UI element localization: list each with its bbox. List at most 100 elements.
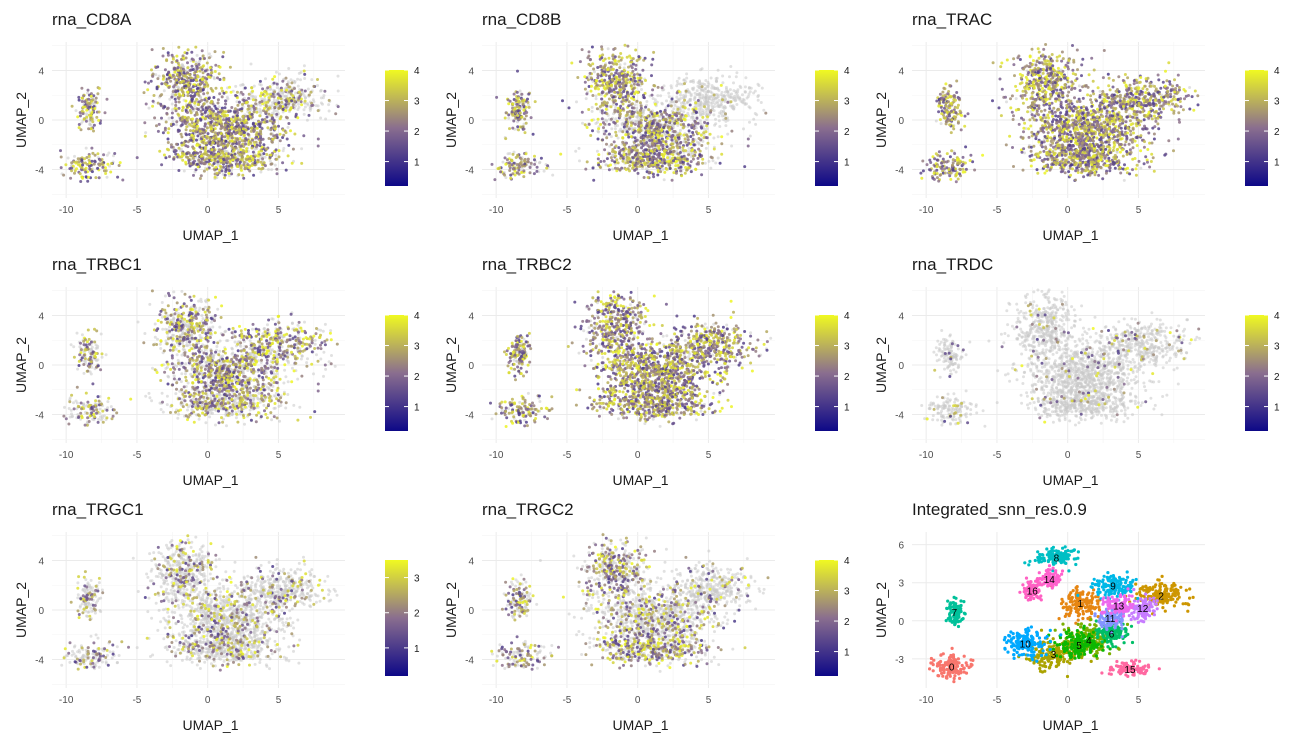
cell-point	[191, 95, 194, 98]
cell-point	[272, 118, 276, 122]
cell-point	[698, 105, 702, 109]
cell-point	[243, 120, 247, 124]
cell-point	[646, 158, 649, 162]
cell-point	[710, 84, 714, 88]
cell-point	[615, 119, 619, 123]
cell-point	[168, 155, 171, 159]
cell-point	[617, 152, 621, 156]
cell-point	[618, 114, 622, 118]
cell-point	[943, 106, 946, 110]
cell-point	[699, 68, 703, 72]
cell-point	[696, 99, 700, 102]
cell-point	[227, 132, 230, 136]
cell-point	[189, 104, 193, 108]
cell-point	[630, 102, 634, 106]
cell-point	[97, 176, 101, 180]
cell-point	[102, 153, 106, 157]
cell-point	[265, 92, 269, 96]
panel-title: rna_TRAC	[912, 10, 992, 30]
cell-point	[629, 135, 633, 139]
cell-point	[668, 114, 671, 117]
cell-point	[83, 100, 87, 104]
cell-point	[173, 70, 177, 74]
cell-point	[647, 170, 651, 174]
cell-point	[169, 79, 173, 83]
cell-point	[625, 98, 628, 102]
cell-point	[78, 172, 82, 176]
cell-point	[610, 153, 614, 157]
cell-point	[198, 69, 202, 73]
cell-point	[277, 149, 281, 153]
cell-point	[625, 81, 629, 85]
cell-point	[143, 121, 147, 125]
cell-point	[240, 121, 244, 125]
cell-point	[184, 84, 188, 88]
cell-point	[516, 109, 520, 113]
cell-point	[180, 135, 184, 139]
cell-point	[519, 157, 523, 161]
cell-point	[626, 161, 630, 164]
cell-point	[96, 166, 100, 170]
cell-point	[685, 133, 689, 137]
cell-point	[672, 159, 675, 163]
cell-point	[522, 108, 526, 112]
cell-point	[241, 114, 245, 118]
cell-point	[636, 91, 640, 95]
cell-point	[517, 106, 521, 110]
cell-point	[596, 76, 600, 80]
cell-point	[692, 143, 696, 147]
cell-point	[159, 102, 163, 106]
cell-point	[595, 120, 599, 124]
cell-point	[651, 119, 655, 123]
cell-point	[163, 105, 167, 109]
cell-point	[214, 86, 218, 90]
cell-point	[174, 103, 178, 107]
cell-point	[715, 76, 719, 80]
cell-point	[157, 74, 161, 78]
cell-point	[219, 132, 223, 135]
cell-point	[236, 108, 240, 112]
cell-point	[691, 133, 695, 137]
cell-point	[173, 148, 177, 152]
cell-point	[203, 130, 207, 134]
cell-point	[77, 126, 81, 130]
cell-point	[696, 121, 700, 125]
cell-point	[607, 90, 611, 94]
cell-point	[216, 119, 220, 123]
cell-point	[955, 79, 959, 83]
cell-point	[720, 152, 724, 156]
cell-point	[920, 176, 924, 180]
cell-point	[720, 109, 723, 113]
cell-point	[257, 150, 261, 154]
cell-point	[624, 120, 628, 124]
cell-point	[166, 137, 170, 141]
cell-point	[251, 98, 255, 102]
cell-point	[716, 156, 720, 160]
cell-point	[623, 62, 627, 66]
cell-point	[309, 90, 313, 94]
cell-point	[286, 125, 290, 129]
cell-point	[164, 120, 168, 124]
cell-point	[588, 71, 592, 75]
cell-point	[531, 132, 535, 136]
cell-point	[632, 73, 636, 77]
cell-point	[303, 96, 307, 100]
cell-point	[154, 66, 158, 69]
cell-point	[209, 71, 213, 75]
cell-point	[589, 64, 592, 68]
cell-point	[521, 102, 525, 106]
cell-point	[596, 117, 600, 121]
cell-point	[238, 118, 242, 122]
cell-point	[604, 107, 608, 111]
cell-point	[638, 164, 642, 168]
cell-point	[89, 123, 93, 127]
cell-point	[666, 156, 669, 160]
cell-point	[252, 106, 256, 110]
cell-point	[91, 151, 95, 155]
cell-point	[638, 109, 642, 113]
cell-point	[273, 127, 277, 131]
cell-point	[516, 96, 520, 100]
cell-point	[254, 102, 258, 106]
cell-point	[196, 124, 200, 128]
cell-point	[613, 59, 617, 63]
